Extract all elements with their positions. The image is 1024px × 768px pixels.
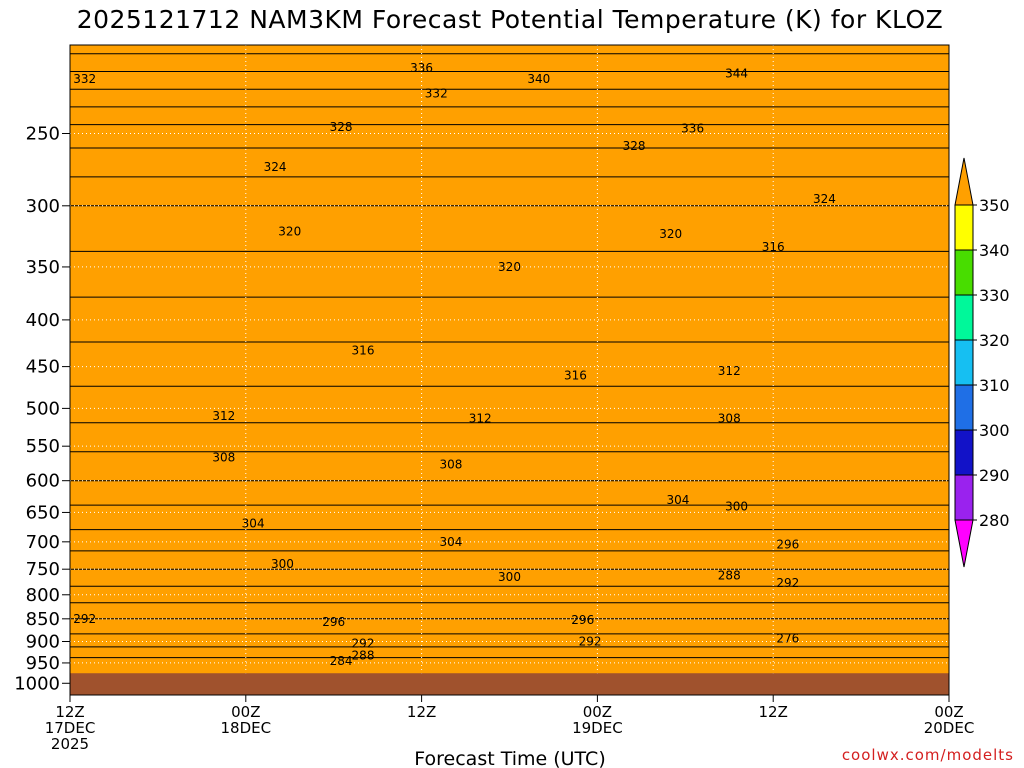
x-tick-label: 12Z <box>759 703 788 721</box>
y-tick-label: 300 <box>26 196 60 217</box>
chart-title: 2025121712 NAM3KM Forecast Potential Tem… <box>77 5 944 34</box>
contour-label: 288 <box>352 648 375 662</box>
y-tick-label: 950 <box>26 653 60 674</box>
colorbar-tick-label: 350 <box>979 196 1010 215</box>
credit-text: coolwx.com/modelts <box>842 746 1014 764</box>
contour-label: 340 <box>527 72 550 86</box>
colorbar-tick-label: 290 <box>979 466 1010 485</box>
colorbar-box-320-330 <box>954 294 974 341</box>
theta-filled-contours <box>70 45 949 695</box>
contour-label: 312 <box>718 364 741 378</box>
colorbar-tick-label: 340 <box>979 241 1010 260</box>
contour-label: 312 <box>469 412 492 426</box>
ground-below-surface <box>70 673 949 695</box>
contour-label: 304 <box>439 535 462 549</box>
y-tick-label: 650 <box>26 502 60 523</box>
grid-lines <box>69 45 950 695</box>
y-tick-label: 450 <box>26 357 60 378</box>
colorbar-tick-label: 300 <box>979 421 1010 440</box>
contour-label: 344 <box>725 67 748 81</box>
contour-label: 284 <box>330 654 353 668</box>
plot-frame <box>69 44 950 696</box>
y-tick-label: 250 <box>26 123 60 144</box>
contour-label: 276 <box>776 631 799 645</box>
x-tick-label: 20DEC <box>924 719 975 737</box>
contour-label: 320 <box>659 227 682 241</box>
colorbar-tick-label: 310 <box>979 376 1010 395</box>
colorbar-box-340-350 <box>954 204 974 251</box>
contour-label: 328 <box>330 120 353 134</box>
contour-label: 308 <box>212 451 235 465</box>
y-tick-label: 400 <box>26 310 60 331</box>
y-tick-label: 500 <box>26 398 60 419</box>
contour-label: 308 <box>439 458 462 472</box>
y-tick-label: 900 <box>26 631 60 652</box>
contour-labels: 332 336 332 340 344 328 328 336 324 324 320 320 320 3… <box>73 61 836 668</box>
contour-label: 336 <box>410 61 433 75</box>
contour-label: 304 <box>242 516 265 530</box>
x-axis-label: Forecast Time (UTC) <box>414 748 605 768</box>
plot-area: 332 336 332 340 344 328 328 336 324 324 320 320 320 3… <box>69 44 950 696</box>
contour-label: 300 <box>725 499 748 513</box>
y-tick-label: 600 <box>26 471 60 492</box>
contour-label: 316 <box>762 240 785 254</box>
contour-label: 288 <box>718 568 741 582</box>
colorbar-box-300-310 <box>954 384 974 431</box>
colorbar-box-290-300 <box>954 429 974 476</box>
theta-contour-lines <box>70 53 949 659</box>
colorbar-tick-label: 320 <box>979 331 1010 350</box>
colorbar-box-280-290 <box>954 474 974 521</box>
contour-label: 316 <box>352 343 375 357</box>
x-tick-label: 2025 <box>51 735 89 753</box>
x-tick-label: 00Z <box>231 703 260 721</box>
colorbar-arrow-top <box>954 157 974 206</box>
contour-label: 292 <box>352 637 375 651</box>
contour-label: 292 <box>579 634 602 648</box>
colorbar-box-330-340 <box>954 249 974 296</box>
y-tick-label: 700 <box>26 532 60 553</box>
contour-label: 296 <box>571 613 594 627</box>
x-tick-label: 12Z <box>407 703 436 721</box>
contour-label: 324 <box>813 192 836 206</box>
contour-label: 332 <box>425 86 448 100</box>
colorbar-tick-label: 330 <box>979 286 1010 305</box>
contour-label: 304 <box>667 493 690 507</box>
contour-label: 300 <box>498 570 521 584</box>
contour-label: 320 <box>498 260 521 274</box>
x-tick-label: 00Z <box>934 703 963 721</box>
colorbar-legend: 350 340 330 320 310 300 290 280 <box>954 157 1010 568</box>
x-tick-label: 19DEC <box>572 719 623 737</box>
colorbar-box-310-320 <box>954 339 974 386</box>
x-tick-label: 12Z <box>55 703 84 721</box>
colorbar-arrow-bottom <box>954 519 974 568</box>
contour-label: 324 <box>264 160 287 174</box>
contour-label: 296 <box>322 615 345 629</box>
y-tick-label: 800 <box>26 585 60 606</box>
contour-label: 292 <box>776 576 799 590</box>
contour-label: 316 <box>564 368 587 382</box>
contour-label: 292 <box>73 612 96 626</box>
contour-label: 328 <box>623 139 646 153</box>
contour-label: 336 <box>681 122 704 136</box>
colorbar-tick-label: 280 <box>979 511 1010 530</box>
y-tick-label: 350 <box>26 257 60 278</box>
x-tick-label: 18DEC <box>221 719 272 737</box>
x-tick-label: 17DEC <box>45 719 96 737</box>
y-tick-label: 850 <box>26 609 60 630</box>
contour-label: 308 <box>718 412 741 426</box>
theta-band->350 <box>70 45 949 695</box>
contour-label: 300 <box>271 557 294 571</box>
y-tick-label: 550 <box>26 436 60 457</box>
y-axis-pressure: 2503003504004505005506006507007508008509… <box>14 123 70 694</box>
y-tick-label: 750 <box>26 559 60 580</box>
y-tick-label: 1000 <box>14 673 60 694</box>
contour-label: 332 <box>73 72 96 86</box>
contour-label: 312 <box>212 409 235 423</box>
x-tick-label: 00Z <box>583 703 612 721</box>
contour-label: 320 <box>278 224 301 238</box>
contour-label: 296 <box>776 538 799 552</box>
